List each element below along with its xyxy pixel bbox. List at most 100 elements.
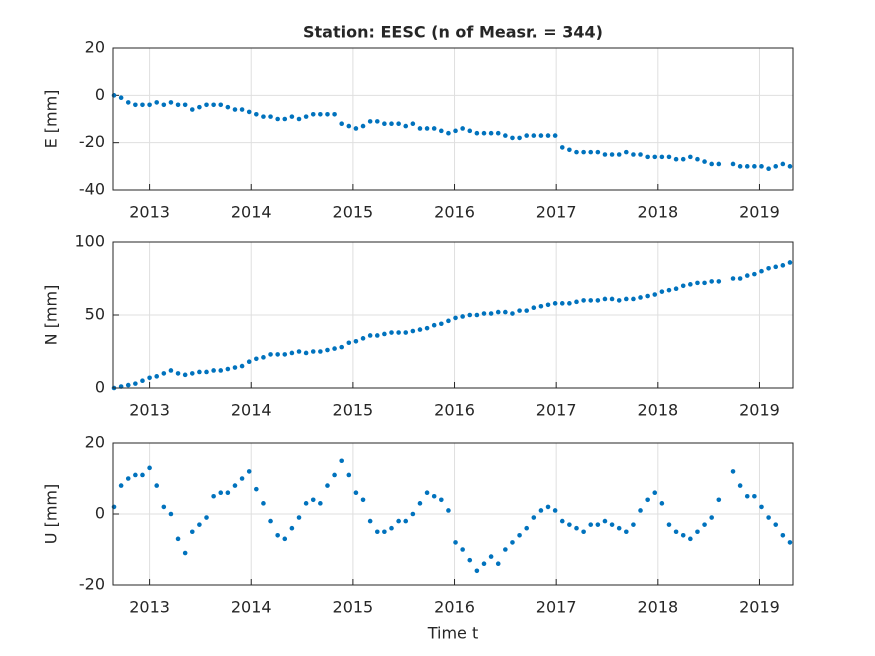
data-point xyxy=(147,465,152,471)
y-tick-label: -40 xyxy=(79,180,105,199)
data-point xyxy=(773,164,779,169)
data-point xyxy=(460,126,465,131)
data-point xyxy=(766,515,771,520)
data-point xyxy=(638,295,643,300)
data-point xyxy=(524,133,529,138)
data-point xyxy=(538,508,544,513)
data-point xyxy=(275,533,280,538)
data-point xyxy=(204,515,209,520)
data-point xyxy=(581,149,586,155)
x-tick-label: 2019 xyxy=(739,401,780,420)
data-point xyxy=(367,333,373,338)
x-tick-label: 2015 xyxy=(333,203,374,222)
data-point xyxy=(638,508,643,513)
data-point xyxy=(559,145,565,150)
data-point xyxy=(673,156,679,162)
data-point xyxy=(410,511,416,517)
data-point xyxy=(310,111,316,117)
data-point xyxy=(154,374,160,379)
data-point xyxy=(125,382,131,388)
data-point xyxy=(666,154,672,160)
data-point xyxy=(695,156,700,162)
data-point xyxy=(730,276,736,281)
data-point xyxy=(346,472,352,478)
data-point xyxy=(182,550,188,556)
data-point xyxy=(659,154,665,160)
data-point xyxy=(446,130,451,136)
data-point xyxy=(467,312,473,318)
data-point xyxy=(218,102,224,108)
data-point xyxy=(367,119,373,124)
data-point xyxy=(744,273,750,278)
data-point xyxy=(147,375,152,381)
data-point xyxy=(680,283,686,289)
data-point xyxy=(275,116,280,122)
data-point xyxy=(559,301,565,306)
data-point xyxy=(659,501,665,506)
data-point xyxy=(197,104,202,110)
data-point xyxy=(125,100,131,105)
data-point xyxy=(524,525,529,531)
data-point xyxy=(538,303,544,309)
data-point xyxy=(517,533,522,538)
data-point xyxy=(474,312,480,318)
y-tick-label: 20 xyxy=(85,38,105,57)
x-tick-label: 2014 xyxy=(231,401,272,420)
data-point xyxy=(716,279,722,284)
data-point xyxy=(453,315,458,321)
data-point xyxy=(346,340,352,346)
data-point xyxy=(197,369,202,375)
data-point xyxy=(175,371,181,376)
data-point xyxy=(161,102,167,108)
data-point xyxy=(396,330,401,335)
data-point xyxy=(638,152,643,157)
data-point xyxy=(161,504,167,510)
data-point xyxy=(688,282,693,287)
data-point xyxy=(325,347,330,353)
data-point xyxy=(374,333,380,338)
data-point xyxy=(688,154,693,160)
data-point xyxy=(773,522,779,527)
data-point xyxy=(574,525,579,531)
y-axis-label: U [mm] xyxy=(42,484,61,544)
data-point xyxy=(296,116,302,122)
data-point xyxy=(730,161,736,167)
data-point xyxy=(488,554,494,559)
data-point xyxy=(289,350,295,356)
data-point xyxy=(773,264,779,270)
data-point xyxy=(182,372,188,378)
data-point xyxy=(787,164,793,169)
axes-box xyxy=(112,47,794,191)
data-point xyxy=(567,147,572,153)
x-tick-label: 2019 xyxy=(739,598,780,617)
data-point xyxy=(503,547,508,552)
data-point xyxy=(609,152,615,157)
data-point xyxy=(752,493,757,499)
data-point xyxy=(367,518,373,524)
data-point xyxy=(439,497,444,503)
data-point xyxy=(403,518,409,524)
x-tick-label: 2016 xyxy=(434,598,475,617)
data-point xyxy=(339,121,344,127)
data-point xyxy=(709,279,714,284)
data-point xyxy=(239,363,245,369)
data-point xyxy=(189,529,195,535)
data-point xyxy=(289,525,295,531)
data-point xyxy=(567,522,572,527)
data-point xyxy=(182,102,188,108)
data-point xyxy=(268,352,273,357)
data-point xyxy=(673,286,679,292)
x-tick-label: 2014 xyxy=(231,598,272,617)
data-point xyxy=(225,490,231,496)
data-point xyxy=(339,344,344,350)
data-point xyxy=(246,359,252,365)
data-point xyxy=(204,102,209,108)
data-point xyxy=(303,350,309,356)
data-point xyxy=(545,133,551,138)
data-point xyxy=(709,161,714,167)
data-point xyxy=(133,381,138,386)
data-point xyxy=(538,133,544,138)
data-point xyxy=(353,126,359,131)
data-point xyxy=(552,133,558,138)
